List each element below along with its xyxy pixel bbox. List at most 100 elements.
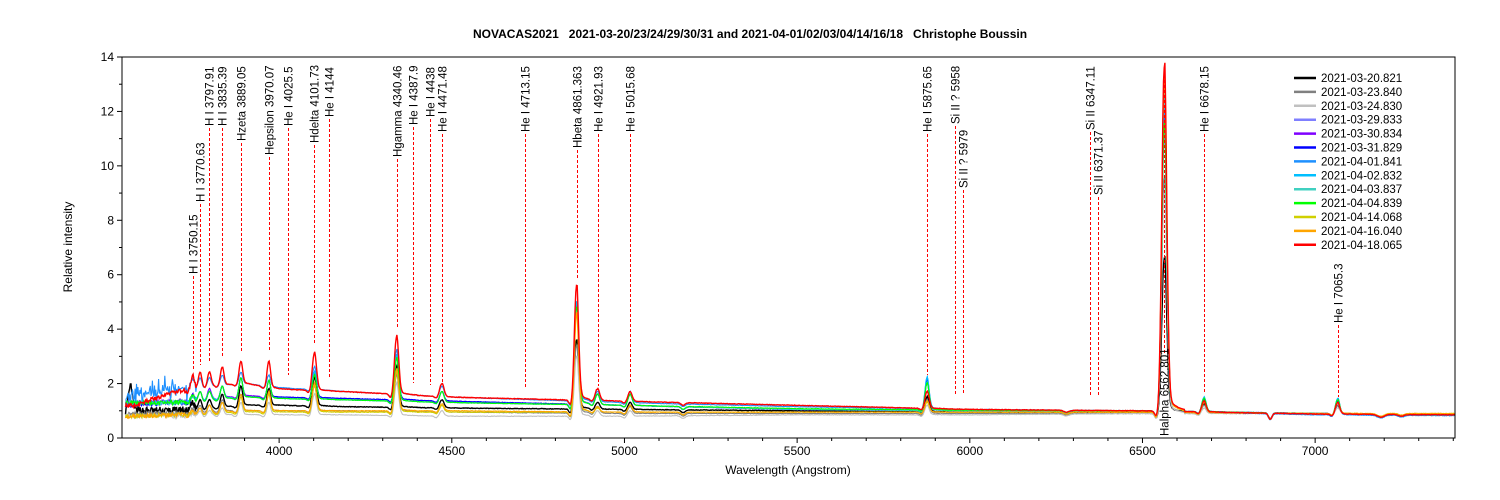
line-annotation: He I 4921.93 [594, 66, 606, 386]
line-annotation: He I 4144 [325, 67, 337, 378]
annotation-label: He I 4438 [426, 67, 438, 117]
annotation-label: He I 4713.15 [521, 66, 533, 132]
line-annotation: Si II ? 5979 [959, 130, 971, 393]
legend-item: 2021-04-14.068 [1294, 212, 1402, 224]
line-annotation: H I 3797.91 [205, 67, 217, 362]
line-annotation: Hbeta 4861.363 [573, 66, 585, 278]
x-tick-label: 4000 [266, 444, 293, 458]
line-annotation: He I 6678.15 [1200, 66, 1212, 392]
line-annotation: Si II 6347.11 [1086, 66, 1098, 395]
legend-label: 2021-03-23.840 [1321, 87, 1402, 99]
legend-label: 2021-04-03.837 [1321, 184, 1402, 196]
axes: 0 2 4 6 8 10 12 14 4000 4500 5000 5500 6000 6500 7000 [101, 50, 1454, 458]
annotation-label: He I 4144 [325, 67, 337, 117]
legend-label: 2021-04-16.040 [1321, 226, 1402, 238]
legend-label: 2021-04-04.839 [1321, 198, 1402, 210]
legend-item: 2021-03-30.834 [1294, 129, 1403, 141]
line-annotation: He I 4713.15 [521, 66, 533, 387]
legend-item: 2021-04-16.040 [1294, 226, 1402, 238]
legend-item: 2021-04-04.839 [1294, 198, 1402, 210]
series-line-2021-04-04.839 [125, 120, 1455, 420]
line-annotation: Si II ? 5958 [951, 66, 963, 395]
line-annotation: Si II 6371.37 [1094, 130, 1106, 396]
y-tick-label: 2 [107, 377, 114, 391]
annotation-label: He I 7065.3 [1334, 264, 1346, 323]
line-annotation: He I 4471.48 [438, 66, 450, 382]
series-layer [124, 62, 1455, 421]
legend-item: 2021-03-24.830 [1294, 101, 1402, 113]
x-tick-label: 6000 [956, 444, 983, 458]
series-line-2021-03-23.840 [125, 175, 1455, 420]
annotation-label: He I 5015.68 [626, 66, 638, 132]
y-tick-label: 0 [107, 431, 114, 445]
series-line-2021-04-01.841 [124, 107, 1455, 421]
series-line-2021-03-29.833 [125, 134, 1455, 420]
y-tick-label: 6 [107, 268, 114, 282]
x-axis-label: Wavelength (Angstrom) [725, 463, 851, 477]
legend-label: 2021-03-31.829 [1321, 143, 1402, 155]
annotation-label: Si II ? 5958 [951, 66, 963, 124]
line-annotation: He I 4025.5 [284, 67, 296, 375]
series-line-2021-03-30.834 [124, 120, 1455, 420]
annotation-label: H I 3797.91 [205, 67, 217, 126]
line-annotation: H I 3835.39 [218, 67, 230, 357]
legend-label: 2021-04-14.068 [1321, 212, 1402, 224]
legend-item: 2021-03-29.833 [1294, 115, 1402, 127]
annotation-label: He I 4921.93 [594, 66, 606, 132]
series-line-2021-04-14.068 [124, 79, 1455, 420]
legend-label: 2021-03-20.821 [1321, 73, 1402, 85]
plot-area: H I 3750.15 H I 3770.63 H I 3797.91 H I 383… [121, 56, 1456, 439]
legend-label: 2021-04-01.841 [1321, 156, 1402, 168]
legend-item: 2021-04-01.841 [1294, 156, 1402, 168]
x-tick-label: 7000 [1302, 444, 1329, 458]
annotation-label: H I 3750.15 [189, 215, 201, 274]
line-annotation: He I 4387.9 [409, 66, 421, 383]
annotation-label: Hbeta 4861.363 [573, 66, 585, 148]
annotation-label: Si II 6371.37 [1094, 130, 1106, 195]
legend-label: 2021-04-18.065 [1321, 240, 1402, 252]
y-axis-label: Relative intensity [61, 202, 75, 293]
line-annotation: H I 3770.63 [196, 143, 208, 365]
annotation-label: H I 3835.39 [218, 67, 230, 126]
line-annotation: He I 5875.65 [923, 66, 935, 375]
annotation-label: Si II 6347.11 [1086, 66, 1098, 130]
series-line-2021-04-18.065 [124, 62, 1455, 420]
series-line-2021-04-03.837 [124, 120, 1455, 420]
annotation-label: Halpha 6562.801 [1160, 348, 1172, 436]
y-tick-label: 4 [107, 322, 114, 336]
annotation-label: Hepsilon 3970.07 [265, 65, 277, 155]
series-line-2021-04-02.832 [125, 93, 1455, 420]
plot-frame [121, 56, 1456, 439]
annotation-label: He I 4025.5 [284, 67, 296, 126]
y-tick-label: 14 [101, 50, 115, 64]
x-tick-label: 5000 [611, 444, 638, 458]
annotation-label: Hzeta 3889.05 [237, 66, 249, 141]
line-annotation: H I 3750.15 [189, 215, 201, 370]
series-line-2021-03-31.829 [125, 112, 1455, 420]
line-annotation: Halpha 6562.801 [1160, 70, 1172, 436]
series-line-2021-03-20.821 [124, 256, 1455, 420]
annotation-label: H I 3770.63 [196, 143, 208, 202]
series-line-2021-04-16.040 [125, 73, 1455, 421]
legend-label: 2021-03-30.834 [1321, 129, 1403, 141]
y-tick-label: 12 [101, 104, 115, 118]
line-annotation: Hzeta 3889.05 [237, 66, 249, 352]
line-annotation: Hgamma 4340.46 [393, 66, 405, 328]
annotation-label: Hgamma 4340.46 [393, 66, 405, 157]
legend-item: 2021-03-23.840 [1294, 87, 1402, 99]
legend-item: 2021-04-03.837 [1294, 184, 1402, 196]
legend: 2021-03-20.821 2021-03-23.840 2021-03-24.8… [1294, 73, 1403, 252]
line-annotation: He I 5015.68 [626, 66, 638, 382]
legend-item: 2021-04-02.832 [1294, 170, 1402, 182]
series-line-2021-03-24.830 [124, 189, 1455, 421]
annotation-label: Hdelta 4101.73 [310, 65, 322, 143]
y-tick-label: 8 [107, 213, 114, 227]
annotation-label: He I 4387.9 [409, 66, 421, 125]
legend-item: 2021-04-18.065 [1294, 240, 1402, 252]
line-annotation: Hdelta 4101.73 [310, 65, 322, 345]
annotation-label: Si II ? 5979 [959, 130, 971, 188]
legend-item: 2021-03-31.829 [1294, 143, 1402, 155]
x-tick-label: 6500 [1129, 444, 1156, 458]
annotation-label: He I 6678.15 [1200, 66, 1212, 132]
